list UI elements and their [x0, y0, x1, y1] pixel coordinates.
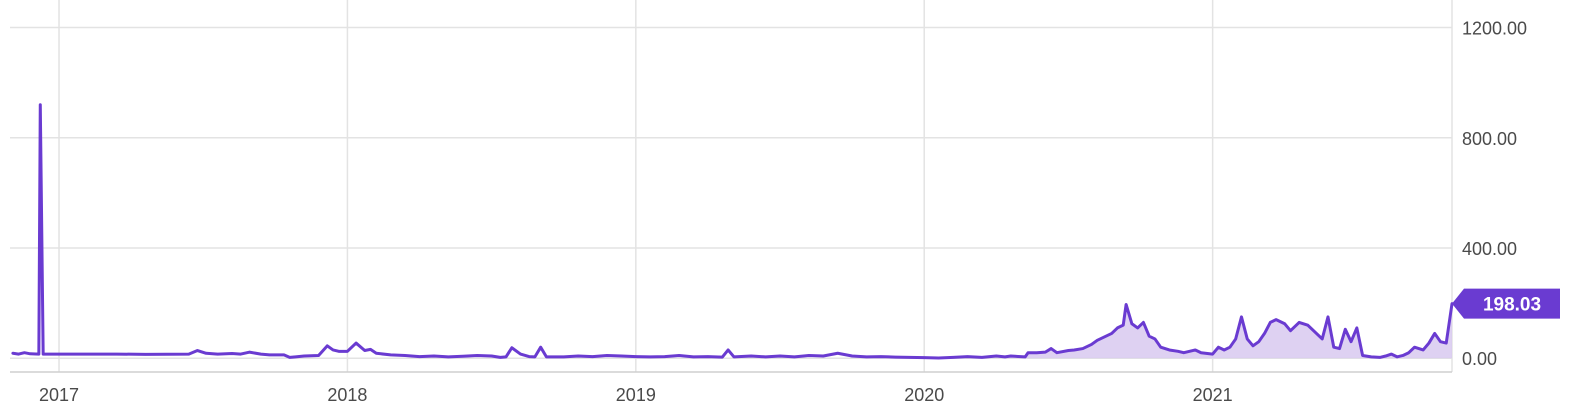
grid: [10, 0, 1453, 373]
series-line: [11, 103, 1454, 360]
x-tick-label: 2018: [327, 385, 367, 405]
x-tick-label: 2020: [904, 385, 944, 405]
x-tick-label: 2021: [1193, 385, 1233, 405]
last-value-label: 198.03: [1483, 295, 1541, 316]
y-tick-label: 0.00: [1462, 349, 1497, 369]
y-tick-label: 800.00: [1462, 129, 1517, 149]
y-axis: 0.00 400.00 800.00 1200.00: [1462, 19, 1527, 370]
x-tick-label: 2019: [616, 385, 656, 405]
last-value-badge: 198.03: [1452, 288, 1560, 319]
area-fill-layer: [1004, 303, 1452, 359]
x-tick-label: 2017: [39, 385, 79, 405]
last-value-badge-shape: [1452, 288, 1560, 319]
x-axis: 2017 2018 2019 2020 2021: [39, 385, 1233, 405]
series-area: [1004, 303, 1452, 359]
y-tick-label: 400.00: [1462, 239, 1517, 259]
series-line-layer: [11, 103, 1454, 360]
y-tick-label: 1200.00: [1462, 19, 1527, 39]
